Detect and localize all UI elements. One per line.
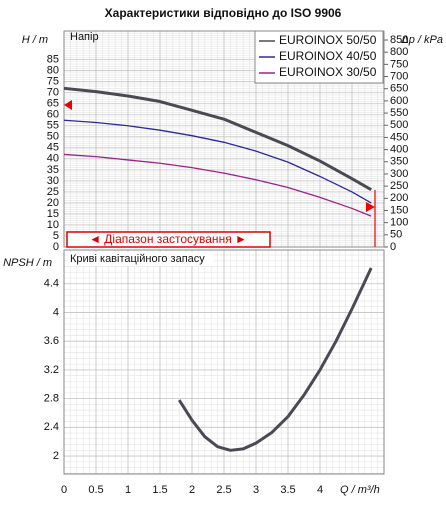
y-tick-label: 40: [47, 153, 59, 165]
y2-tick-label: 350: [390, 156, 408, 168]
y-tick-label: 35: [47, 164, 59, 176]
x-tick-label: 2: [189, 484, 195, 496]
y2-tick-label: 300: [390, 168, 408, 180]
chart-title: Криві кавітаційного запасу: [70, 253, 205, 265]
y-tick-label: 75: [47, 76, 59, 88]
y-tick-label: 30: [47, 175, 59, 187]
y-tick-label: 10: [47, 219, 59, 231]
y2-tick-label: 400: [390, 143, 408, 155]
x-tick-label: 3.5: [280, 484, 295, 496]
x-axis-label: Q / m³/h: [340, 484, 380, 496]
y2-tick-label: 600: [390, 95, 408, 107]
legend-label: EUROINOX 40/50: [279, 49, 377, 63]
legend-label: EUROINOX 50/50: [279, 33, 377, 47]
y-tick-label: 15: [47, 208, 59, 220]
y-axis-label: NPSH / m: [3, 257, 52, 269]
y2-tick-label: 0: [390, 241, 396, 253]
y2-tick-label: 100: [390, 217, 408, 229]
y2-tick-label: 550: [390, 107, 408, 119]
x-tick-label: 4: [317, 484, 323, 496]
y-tick-label: 80: [47, 65, 59, 77]
range-box: [66, 231, 271, 248]
y-tick-label: 2.8: [44, 393, 59, 405]
legend-label: EUROINOX 30/50: [279, 65, 377, 79]
x-tick-label: 3: [253, 484, 259, 496]
x-tick-label: 0: [61, 484, 67, 496]
title-background: [68, 252, 214, 266]
plot-frame: [63, 249, 385, 475]
y-tick-label: 20: [47, 197, 59, 209]
y-tick-label: 3.6: [44, 335, 59, 347]
series-line: [63, 86, 372, 191]
x-tick-label: 2.5: [216, 484, 231, 496]
y2-tick-label: 750: [390, 58, 408, 70]
subtitle: Напір: [70, 31, 99, 43]
series-line: [63, 153, 372, 217]
y-tick-label: 3.2: [44, 364, 59, 376]
y-tick-label: 60: [47, 109, 59, 121]
y2-tick-label: 200: [390, 192, 408, 204]
y-tick-label: 55: [47, 120, 59, 132]
y-tick-label: 4: [53, 306, 59, 318]
y2-tick-label: 800: [390, 46, 408, 58]
y-tick-label: 25: [47, 186, 59, 198]
x-tick-label: 0.5: [88, 484, 103, 496]
plot: 0510152025303540455055606570758085050100…: [44, 30, 408, 496]
y2-tick-label: 250: [390, 180, 408, 192]
x-tick-label: 1: [125, 484, 131, 496]
y-tick-label: 70: [47, 87, 59, 99]
y2-tick-label: 700: [390, 70, 408, 82]
x-tick-label: 1.5: [152, 484, 167, 496]
limit-marker: [366, 202, 375, 212]
range-annotation: ◄ Діапазон застосування ►: [89, 232, 247, 246]
y-tick-label: 2: [53, 450, 59, 462]
y2-tick-label: 850: [390, 34, 408, 46]
y-tick-label: 4.4: [44, 278, 59, 290]
y2-tick-label: 500: [390, 119, 408, 131]
y-tick-label: 65: [47, 98, 59, 110]
limit-marker: [64, 100, 72, 110]
chart-title: Характеристики відповідно до ISO 9906: [105, 6, 342, 20]
legend-box: [254, 30, 384, 84]
y-tick-label: 45: [47, 142, 59, 154]
y-tick-label: 2.4: [44, 421, 59, 433]
series-line: [177, 267, 373, 452]
y-tick-label: 50: [47, 131, 59, 143]
y2-axis-label: Δp / kPa: [400, 34, 443, 46]
y-axis-label: H / m: [22, 34, 48, 46]
series-line: [63, 119, 372, 204]
y2-tick-label: 50: [390, 229, 402, 241]
y-tick-label: 0: [53, 241, 59, 253]
y-tick-label: 85: [47, 54, 59, 66]
y2-tick-label: 150: [390, 204, 408, 216]
y2-tick-label: 450: [390, 131, 408, 143]
y2-tick-label: 650: [390, 83, 408, 95]
y-tick-label: 5: [53, 230, 59, 242]
